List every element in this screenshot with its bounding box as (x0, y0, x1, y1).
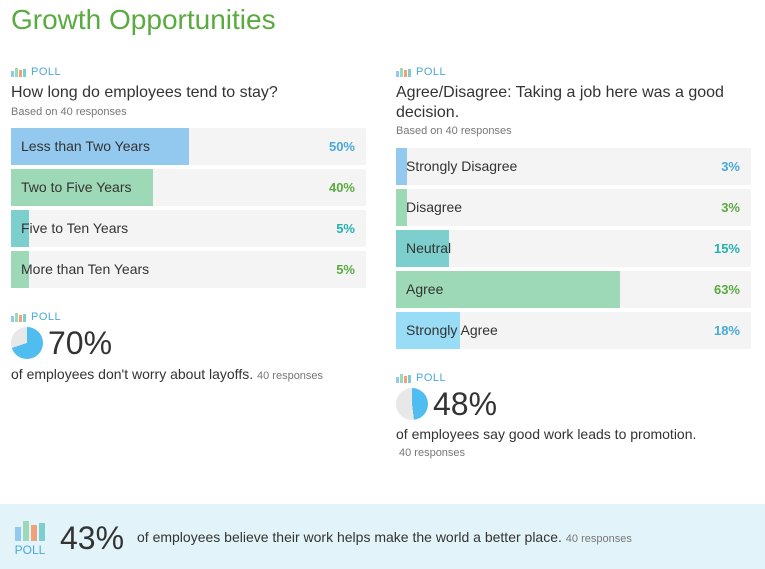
poll-tag: POLL (396, 372, 446, 384)
poll-option-bar (396, 230, 450, 267)
poll-option-bar (396, 312, 460, 349)
stat-value: 48% (433, 386, 498, 422)
poll-option-row: More than Ten Years 5% (11, 251, 366, 288)
stat-promotion: 48% (396, 388, 497, 420)
pie-chart (11, 327, 43, 359)
poll-option-row: Less than Two Years 50% (11, 128, 366, 165)
poll-option-bar (396, 271, 620, 308)
poll-tag-label: POLL (416, 372, 447, 384)
poll-option-label: Two to Five Years (21, 179, 132, 195)
poll-option-row: Strongly Disagree 3% (396, 148, 751, 185)
based-on-count: Based on 40 responses (11, 106, 127, 118)
poll-option-bar (11, 169, 153, 206)
banner-poll-badge: POLL (12, 517, 48, 557)
poll-option-label: Disagree (406, 199, 463, 215)
poll-option-row: Strongly Agree 18% (396, 312, 751, 349)
poll-tag-label: POLL (416, 66, 447, 78)
poll-tag: POLL (11, 66, 61, 78)
poll-option-label: Strongly Agree (406, 322, 498, 338)
stat-value: 70% (48, 325, 113, 361)
poll-option-row: Two to Five Years 40% (11, 169, 366, 206)
poll-option-percent: 15% (713, 241, 740, 256)
banner-text: of employees believe their work helps ma… (137, 529, 562, 545)
poll-option-label: More than Ten Years (21, 261, 150, 277)
banner-stat-description: of employees believe their work helps ma… (137, 529, 632, 545)
poll-option-percent: 3% (721, 200, 740, 215)
poll-option-bar (396, 189, 407, 226)
poll-option-label: Less than Two Years (21, 138, 150, 154)
poll-chart-icon (11, 67, 26, 77)
pie-chart (396, 388, 428, 420)
poll-option-percent: 18% (713, 323, 740, 338)
response-count: 40 responses (257, 370, 324, 382)
poll-option-label: Strongly Disagree (406, 158, 518, 174)
poll-option-percent: 63% (713, 282, 740, 297)
poll-option-percent: 5% (336, 221, 355, 236)
poll-bars: Less than Two Years 50% Two to Five Years 4… (11, 128, 366, 292)
poll-option-row: Disagree 3% (396, 189, 751, 226)
page-title: Growth Opportunities (11, 4, 276, 35)
poll-chart-icon (396, 373, 411, 383)
poll-chart-icon (12, 517, 48, 541)
stat-description: of employees don't worry about layoffs. … (11, 366, 323, 382)
poll-bars: Strongly Disagree 3% Disagree 3% Neutral 15% A… (396, 148, 751, 353)
poll-option-label: Five to Ten Years (21, 220, 129, 236)
poll-option-bar (11, 128, 189, 165)
poll-question: How long do employees tend to stay? (11, 84, 278, 101)
response-count: 40 responses (565, 533, 632, 545)
poll-option-percent: 40% (328, 180, 355, 195)
poll-option-percent: 3% (721, 159, 740, 174)
poll-tag: POLL (396, 66, 446, 78)
poll-option-bar (11, 251, 29, 288)
poll-option-row: Neutral 15% (396, 230, 751, 267)
poll-label: POLL (14, 543, 46, 557)
poll-tag: POLL (11, 311, 61, 323)
poll-option-bar (11, 210, 29, 247)
stat-description: of employees say good work leads to prom… (396, 426, 697, 442)
poll-chart-icon (396, 67, 411, 77)
poll-tag-label: POLL (31, 311, 62, 323)
poll-option-label: Agree (406, 281, 444, 297)
poll-chart-icon (11, 312, 26, 322)
poll-option-row: Agree 63% (396, 271, 751, 308)
poll-option-percent: 50% (328, 139, 355, 154)
poll-option-bar (396, 148, 407, 185)
poll-option-label: Neutral (406, 240, 452, 256)
banner-stat-value: 43% (60, 520, 125, 556)
poll-option-row: Five to Ten Years 5% (11, 210, 366, 247)
poll-question: Agree/Disagree: Taking a job here was a … (396, 84, 724, 121)
stat-text: of employees don't worry about layoffs. (11, 366, 254, 382)
poll-tag-label: POLL (31, 66, 62, 78)
based-on-count: Based on 40 responses (396, 125, 512, 137)
stat-layoffs: 70% (11, 327, 112, 359)
response-count: 40 responses (399, 447, 466, 459)
poll-option-percent: 5% (336, 262, 355, 277)
highlight-banner: POLL 43% of employees believe their work… (0, 504, 765, 569)
